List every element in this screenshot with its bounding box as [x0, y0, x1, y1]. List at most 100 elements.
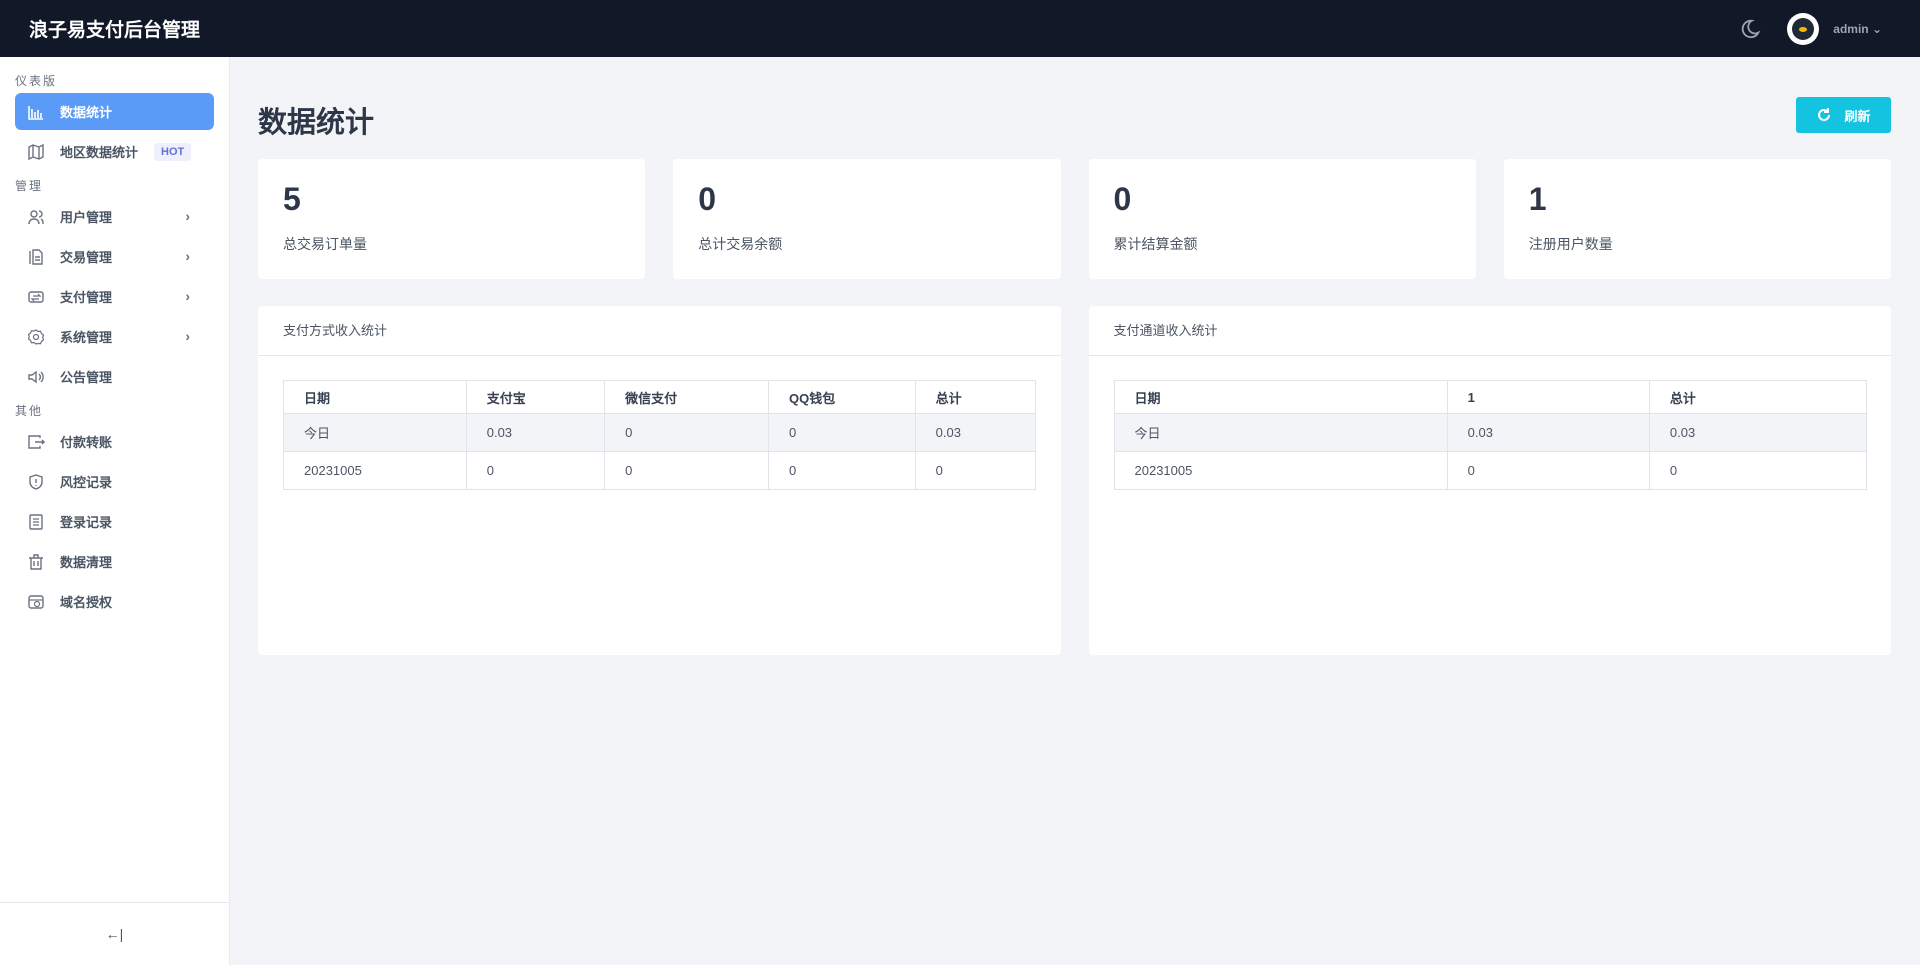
- sidebar-item-system[interactable]: 系统管理 ›: [15, 318, 214, 355]
- stat-card-settlement: 0 累计结算金额: [1088, 159, 1476, 279]
- sidebar-item-announcements[interactable]: 公告管理: [15, 358, 214, 395]
- column-header: 总计: [1648, 380, 1867, 414]
- table-cell: 0.03: [465, 413, 606, 452]
- table-cell: 0: [768, 413, 916, 452]
- speaker-icon: [28, 370, 44, 383]
- stat-value: 5: [283, 181, 301, 217]
- table-cell: 0.03: [914, 413, 1037, 452]
- stat-value: 1: [1528, 181, 1547, 217]
- sidebar-item-data-cleanup[interactable]: 数据清理: [15, 543, 214, 580]
- payment-method-table: 日期 支付宝 微信支付 QQ钱包 总计 今日 0.03 0 0 0.03 20231005 0 0 0…: [283, 380, 1037, 490]
- sidebar-item-transfer[interactable]: 付款转账: [15, 423, 214, 460]
- column-header: 1: [1446, 380, 1650, 414]
- table-row: 今日 0.03 0 0 0.03: [283, 413, 1037, 452]
- table-cell: 0.03: [1446, 413, 1650, 452]
- table-cell: 今日: [1113, 413, 1448, 452]
- stat-card-orders: 5 总交易订单量: [258, 159, 646, 279]
- sidebar-item-label: 域名授权: [60, 595, 113, 610]
- dark-mode-icon[interactable]: [1739, 18, 1761, 40]
- panel-title: 支付方式收入统计: [258, 306, 1061, 356]
- chevron-right-icon: ›: [185, 208, 190, 224]
- table-cell: 20231005: [1113, 451, 1448, 490]
- stat-label: 累计结算金额: [1113, 236, 1198, 252]
- top-bar: 浪子易支付后台管理 admin ⌄: [0, 0, 1920, 57]
- sidebar-item-label: 支付管理: [60, 290, 113, 305]
- sidebar-item-label: 登录记录: [60, 515, 113, 530]
- table-row: 今日 0.03 0.03: [1113, 413, 1867, 452]
- section-label: 管理: [15, 179, 44, 193]
- refresh-icon: [1818, 108, 1831, 121]
- channel-table: 日期 1 总计 今日 0.03 0.03 20231005 0 0: [1113, 380, 1867, 490]
- column-header: 支付宝: [465, 380, 606, 414]
- stat-label: 总计交易余额: [698, 236, 783, 252]
- section-label: 仪表版: [15, 74, 58, 88]
- trash-icon: [29, 553, 43, 570]
- panel-title: 支付通道收入统计: [1088, 306, 1891, 356]
- app-title: 浪子易支付后台管理: [29, 20, 201, 41]
- collapse-sidebar-button[interactable]: ←|: [0, 902, 229, 965]
- sidebar: 仪表版 数据统计 地区数据统计 HOT 管理 用户管理 › 交易管理 › 支付管理 ›…: [0, 57, 230, 965]
- table-cell: 今日: [283, 413, 467, 452]
- sidebar-item-stats[interactable]: 数据统计: [15, 93, 214, 130]
- bar-chart-icon: [28, 105, 43, 120]
- gear-icon: [27, 328, 45, 345]
- page-title: 数据统计: [258, 107, 375, 139]
- stat-value: 0: [698, 181, 717, 217]
- table-row: 20231005 0 0: [1113, 451, 1867, 490]
- sidebar-item-region-stats[interactable]: 地区数据统计 HOT: [15, 133, 214, 170]
- chevron-right-icon: ›: [185, 328, 190, 344]
- map-icon: [28, 143, 44, 160]
- section-label: 其他: [15, 404, 44, 418]
- transfer-icon: [28, 434, 45, 449]
- column-header: 总计: [914, 380, 1037, 414]
- hot-badge: HOT: [154, 142, 192, 161]
- sidebar-item-label: 地区数据统计: [60, 145, 139, 160]
- stat-label: 总交易订单量: [283, 236, 367, 252]
- refresh-button[interactable]: 刷新: [1796, 97, 1891, 133]
- sidebar-item-domain-auth[interactable]: 域名授权: [15, 583, 214, 620]
- column-header: 日期: [283, 380, 467, 414]
- table-cell: 0: [768, 451, 916, 490]
- sidebar-item-label: 付款转账: [60, 435, 113, 450]
- user-menu[interactable]: admin ⌄: [1833, 21, 1882, 36]
- table-cell: 0: [604, 451, 770, 490]
- sidebar-item-login-log[interactable]: 登录记录: [15, 503, 214, 540]
- username: admin: [1833, 21, 1869, 36]
- channel-panel: 支付通道收入统计 日期 1 总计 今日 0.03 0.03 20231005 0 0: [1088, 306, 1891, 655]
- column-header: QQ钱包: [768, 380, 916, 414]
- column-header: 微信支付: [604, 380, 770, 414]
- sidebar-item-label: 用户管理: [60, 210, 113, 225]
- column-header: 日期: [1113, 380, 1448, 414]
- document-icon: [29, 248, 43, 265]
- avatar[interactable]: [1787, 12, 1820, 45]
- sidebar-item-transactions[interactable]: 交易管理 ›: [15, 238, 214, 275]
- table-cell: 0: [465, 451, 606, 490]
- sidebar-item-label: 数据统计: [60, 105, 113, 120]
- sidebar-item-label: 数据清理: [60, 555, 113, 570]
- stat-card-balance: 0 总计交易余额: [673, 159, 1061, 279]
- refresh-label: 刷新: [1844, 108, 1871, 124]
- sidebar-item-label: 系统管理: [60, 330, 113, 345]
- table-header-row: 日期 1 总计: [1113, 380, 1867, 414]
- table-header-row: 日期 支付宝 微信支付 QQ钱包 总计: [283, 380, 1037, 414]
- table-cell: 0: [604, 413, 770, 452]
- domain-icon: [28, 594, 44, 609]
- users-icon: [28, 209, 44, 224]
- shield-icon: [29, 473, 43, 490]
- table-row: 20231005 0 0 0 0: [283, 451, 1037, 490]
- sidebar-item-payments[interactable]: 支付管理 ›: [15, 278, 214, 315]
- sidebar-item-label: 公告管理: [60, 370, 113, 385]
- table-cell: 0: [1648, 451, 1867, 490]
- sidebar-item-risk[interactable]: 风控记录: [15, 463, 214, 500]
- collapse-icon: ←|: [105, 926, 124, 942]
- payment-method-panel: 支付方式收入统计 日期 支付宝 微信支付 QQ钱包 总计 今日 0.03 0 0 0.03 20…: [258, 306, 1061, 655]
- chevron-right-icon: ›: [185, 248, 190, 264]
- sidebar-item-users[interactable]: 用户管理 ›: [15, 198, 214, 235]
- table-cell: 0: [914, 451, 1037, 490]
- stat-card-users: 1 注册用户数量: [1503, 159, 1891, 279]
- stat-label: 注册用户数量: [1528, 236, 1613, 252]
- chevron-right-icon: ›: [185, 288, 190, 304]
- stat-value: 0: [1113, 181, 1132, 217]
- exchange-icon: [28, 290, 44, 303]
- log-icon: [29, 513, 43, 530]
